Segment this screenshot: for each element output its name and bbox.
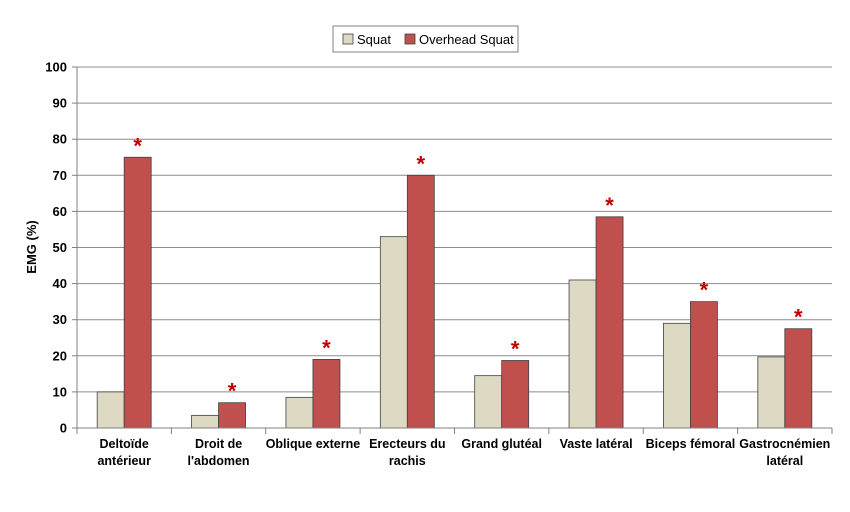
x-category-label: Deltoïde <box>100 437 149 451</box>
legend-label-squat: Squat <box>357 32 391 47</box>
legend-swatch-overhead-squat <box>404 33 416 45</box>
bar-overhead-squat <box>595 216 624 429</box>
y-tick-label: 30 <box>53 312 67 327</box>
bar-squat <box>663 322 691 429</box>
y-tick-label: 10 <box>53 384 67 399</box>
bar-overhead-squat <box>406 174 435 429</box>
y-tick-label: 60 <box>53 204 67 219</box>
gridlines <box>77 66 832 393</box>
bar-overhead-squat <box>784 328 813 429</box>
bar-squat <box>191 414 219 429</box>
legend-box <box>332 25 519 53</box>
significance-marker: * <box>133 133 142 158</box>
y-tick-label: 100 <box>45 60 67 75</box>
significance-marker: * <box>794 305 803 330</box>
bar-squat <box>379 236 408 429</box>
x-category-label: Gastrocnémien <box>739 437 830 451</box>
legend-label-overhead-squat: Overhead Squat <box>419 32 514 47</box>
y-tick-label: 90 <box>53 96 67 111</box>
bar-squat <box>568 279 597 429</box>
significance-marker: * <box>511 336 520 361</box>
bar-squat <box>757 356 786 429</box>
significance-marker: * <box>700 278 709 303</box>
x-category-label: Oblique externe <box>266 437 361 451</box>
legend-swatch-squat <box>342 33 354 45</box>
bars <box>96 156 813 429</box>
x-category-label: Vaste latéral <box>560 437 633 451</box>
bar-overhead-squat <box>123 156 152 429</box>
labels: 0 10 20 30 40 50 60 70 80 90 100 * Deltoïde antérieur… <box>45 60 830 469</box>
significance-marker: * <box>417 151 426 176</box>
x-category-label: Erecteurs du <box>369 437 445 451</box>
significance-marker: * <box>605 193 614 218</box>
legend: Squat Overhead Squat <box>332 25 519 53</box>
x-category-label: antérieur <box>97 454 151 468</box>
y-tick-label: 80 <box>53 132 67 147</box>
significance-marker: * <box>228 379 237 404</box>
x-category-label: Droit de <box>195 437 242 451</box>
bar-overhead-squat <box>218 402 246 429</box>
bar-overhead-squat <box>690 301 718 429</box>
significance-marker: * <box>322 335 331 360</box>
y-tick-label: 70 <box>53 168 67 183</box>
y-tick-label: 50 <box>53 240 67 255</box>
bar-overhead-squat <box>312 359 341 429</box>
x-category-label: latéral <box>766 454 803 468</box>
y-tick-label: 40 <box>53 276 67 291</box>
y-axis-title: EMG (%) <box>24 220 39 273</box>
y-tick-label: 20 <box>53 348 67 363</box>
bar-squat <box>96 391 125 429</box>
bar-squat <box>474 375 503 429</box>
y-tick-label: 0 <box>60 421 67 436</box>
x-category-label: Grand glutéal <box>461 437 542 451</box>
axes <box>72 66 833 434</box>
x-category-label: Biceps fémoral <box>646 437 736 451</box>
bar-overhead-squat <box>501 360 530 429</box>
bar-squat <box>285 396 314 429</box>
x-category-label: rachis <box>389 454 426 468</box>
x-category-label: l'abdomen <box>188 454 250 468</box>
